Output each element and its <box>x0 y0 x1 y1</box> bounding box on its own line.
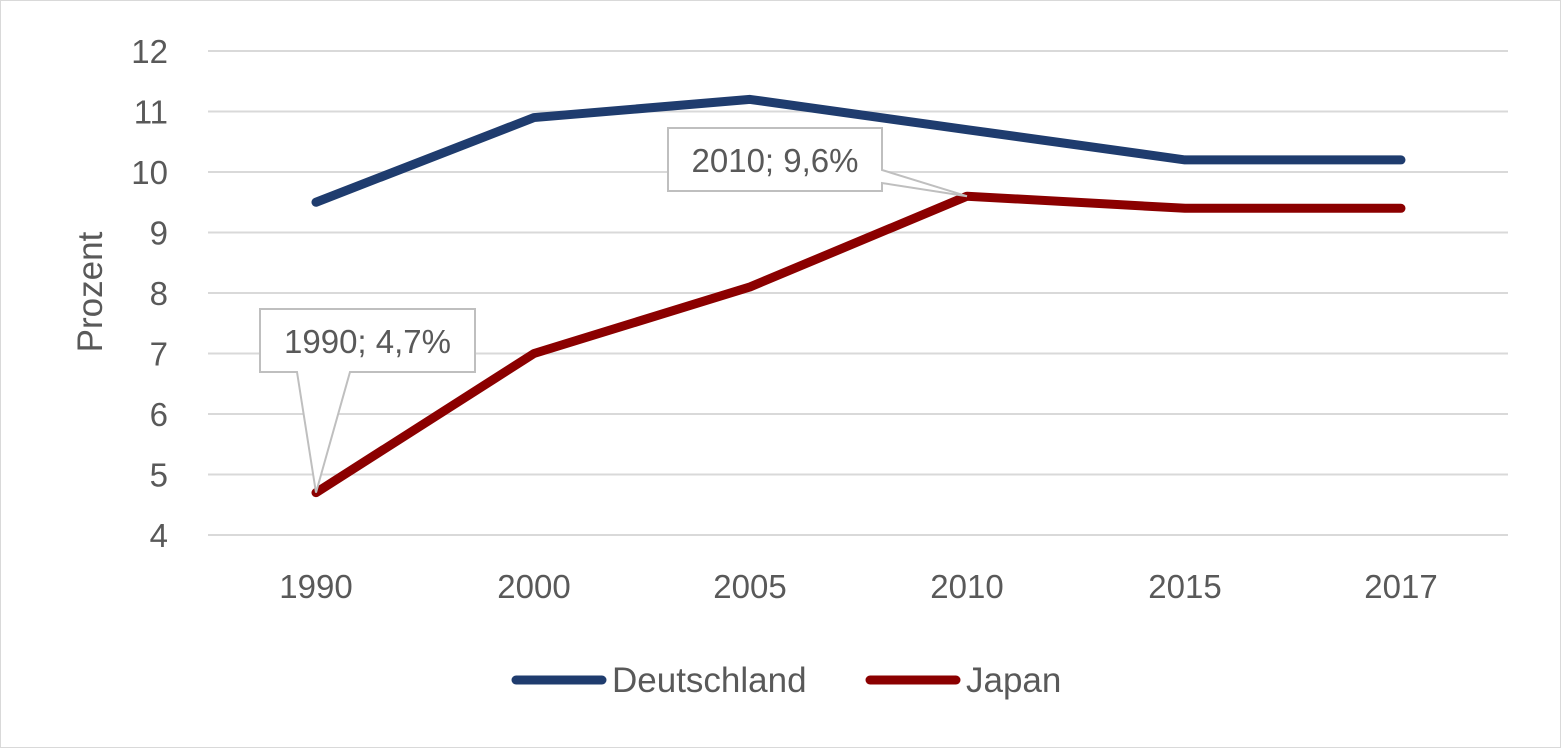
callout-label: 1990; 4,7% <box>284 323 451 360</box>
callout-box <box>259 308 476 493</box>
y-tick-label: 7 <box>150 336 168 373</box>
series-line-japan <box>311 191 1406 498</box>
legend: Deutschland Japan <box>511 661 1061 700</box>
x-tick-label: 2005 <box>713 568 786 605</box>
y-tick-label: 10 <box>131 154 168 191</box>
data-callout: 1990; 4,7% <box>259 308 476 493</box>
legend-item-deutschland: Deutschland <box>511 661 807 700</box>
series-lines <box>311 94 1406 498</box>
y-tick-label: 5 <box>150 457 168 494</box>
x-tick-label: 1990 <box>279 568 352 605</box>
data-callouts: 1990; 4,7% 2010; 9,6% <box>259 127 968 493</box>
x-tick-label: 2017 <box>1364 568 1437 605</box>
legend-label: Japan <box>966 661 1061 700</box>
legend-item-japan: Japan <box>865 661 1061 700</box>
x-tick-label: 2015 <box>1148 568 1221 605</box>
legend-label: Deutschland <box>612 661 807 700</box>
y-tick-label: 11 <box>134 94 168 131</box>
data-callout: 2010; 9,6% <box>667 127 968 198</box>
y-tick-label: 9 <box>150 215 168 252</box>
y-tick-label: 8 <box>150 275 168 312</box>
callout-box <box>667 127 968 198</box>
callout-label: 2010; 9,6% <box>692 142 859 179</box>
series-line-deutschland <box>311 94 1406 207</box>
gridlines <box>208 50 1508 536</box>
x-tick-label: 2010 <box>930 568 1003 605</box>
y-tick-label: 6 <box>150 396 168 433</box>
y-axis-ticks: 4 5 6 7 8 9 10 11 12 <box>131 33 168 554</box>
y-tick-label: 12 <box>131 33 168 70</box>
x-tick-label: 2000 <box>497 568 570 605</box>
x-axis-ticks: 1990 2000 2005 2010 2015 2017 <box>279 568 1437 605</box>
y-axis-title: Prozent <box>71 231 110 352</box>
y-tick-label: 4 <box>150 517 168 554</box>
